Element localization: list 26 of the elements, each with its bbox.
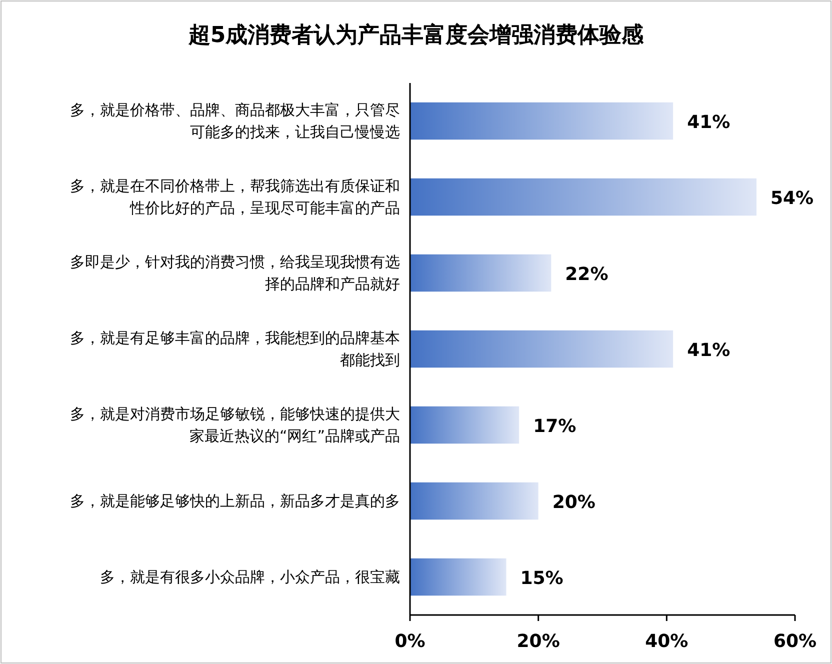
- x-tick-label: 0%: [394, 631, 426, 652]
- bar: [410, 102, 674, 140]
- chart-title: 超5成消费者认为产品丰富度会增强消费体验感: [187, 22, 645, 48]
- x-tick-label: 60%: [773, 631, 817, 652]
- data-label: 54%: [770, 188, 814, 209]
- y-tick-label: 多，就是对消费市场足够敏锐，能够快速的提供大家最近热议的“网红”品牌或产品: [70, 405, 400, 445]
- bar: [410, 330, 674, 368]
- x-tick-label: 40%: [645, 631, 688, 652]
- y-tick-label: 多，就是有足够丰富的品牌，我能想到的品牌基本都能找到: [70, 329, 400, 369]
- data-label: 17%: [533, 416, 576, 437]
- bar: [410, 406, 520, 444]
- bar: [410, 178, 756, 216]
- data-label: 22%: [565, 264, 608, 285]
- data-label: 15%: [520, 568, 564, 589]
- data-label: 20%: [552, 492, 596, 513]
- y-tick-label: 多，就是在不同价格带上，帮我筛选出有质保证和性价比好的产品，呈现尽可能丰富的产品: [70, 177, 400, 217]
- y-tick-label: 多，就是有很多小众品牌，小众产品，很宝藏: [100, 568, 400, 586]
- x-tick-label: 20%: [516, 631, 560, 652]
- y-tick-label: 多，就是价格带、品牌、商品都极大丰富，只管尽可能多的找来，让我自己慢慢选: [70, 101, 400, 141]
- bar: [410, 482, 538, 520]
- bar: [410, 558, 506, 596]
- y-tick-label: 多即是少，针对我的消费习惯，给我呈现我惯有选择的品牌和产品就好: [70, 253, 400, 293]
- data-label: 41%: [687, 112, 730, 133]
- y-tick-label: 多，就是能够足够快的上新品，新品多才是真的多: [70, 492, 400, 510]
- data-label: 41%: [687, 340, 730, 361]
- bar: [410, 254, 552, 292]
